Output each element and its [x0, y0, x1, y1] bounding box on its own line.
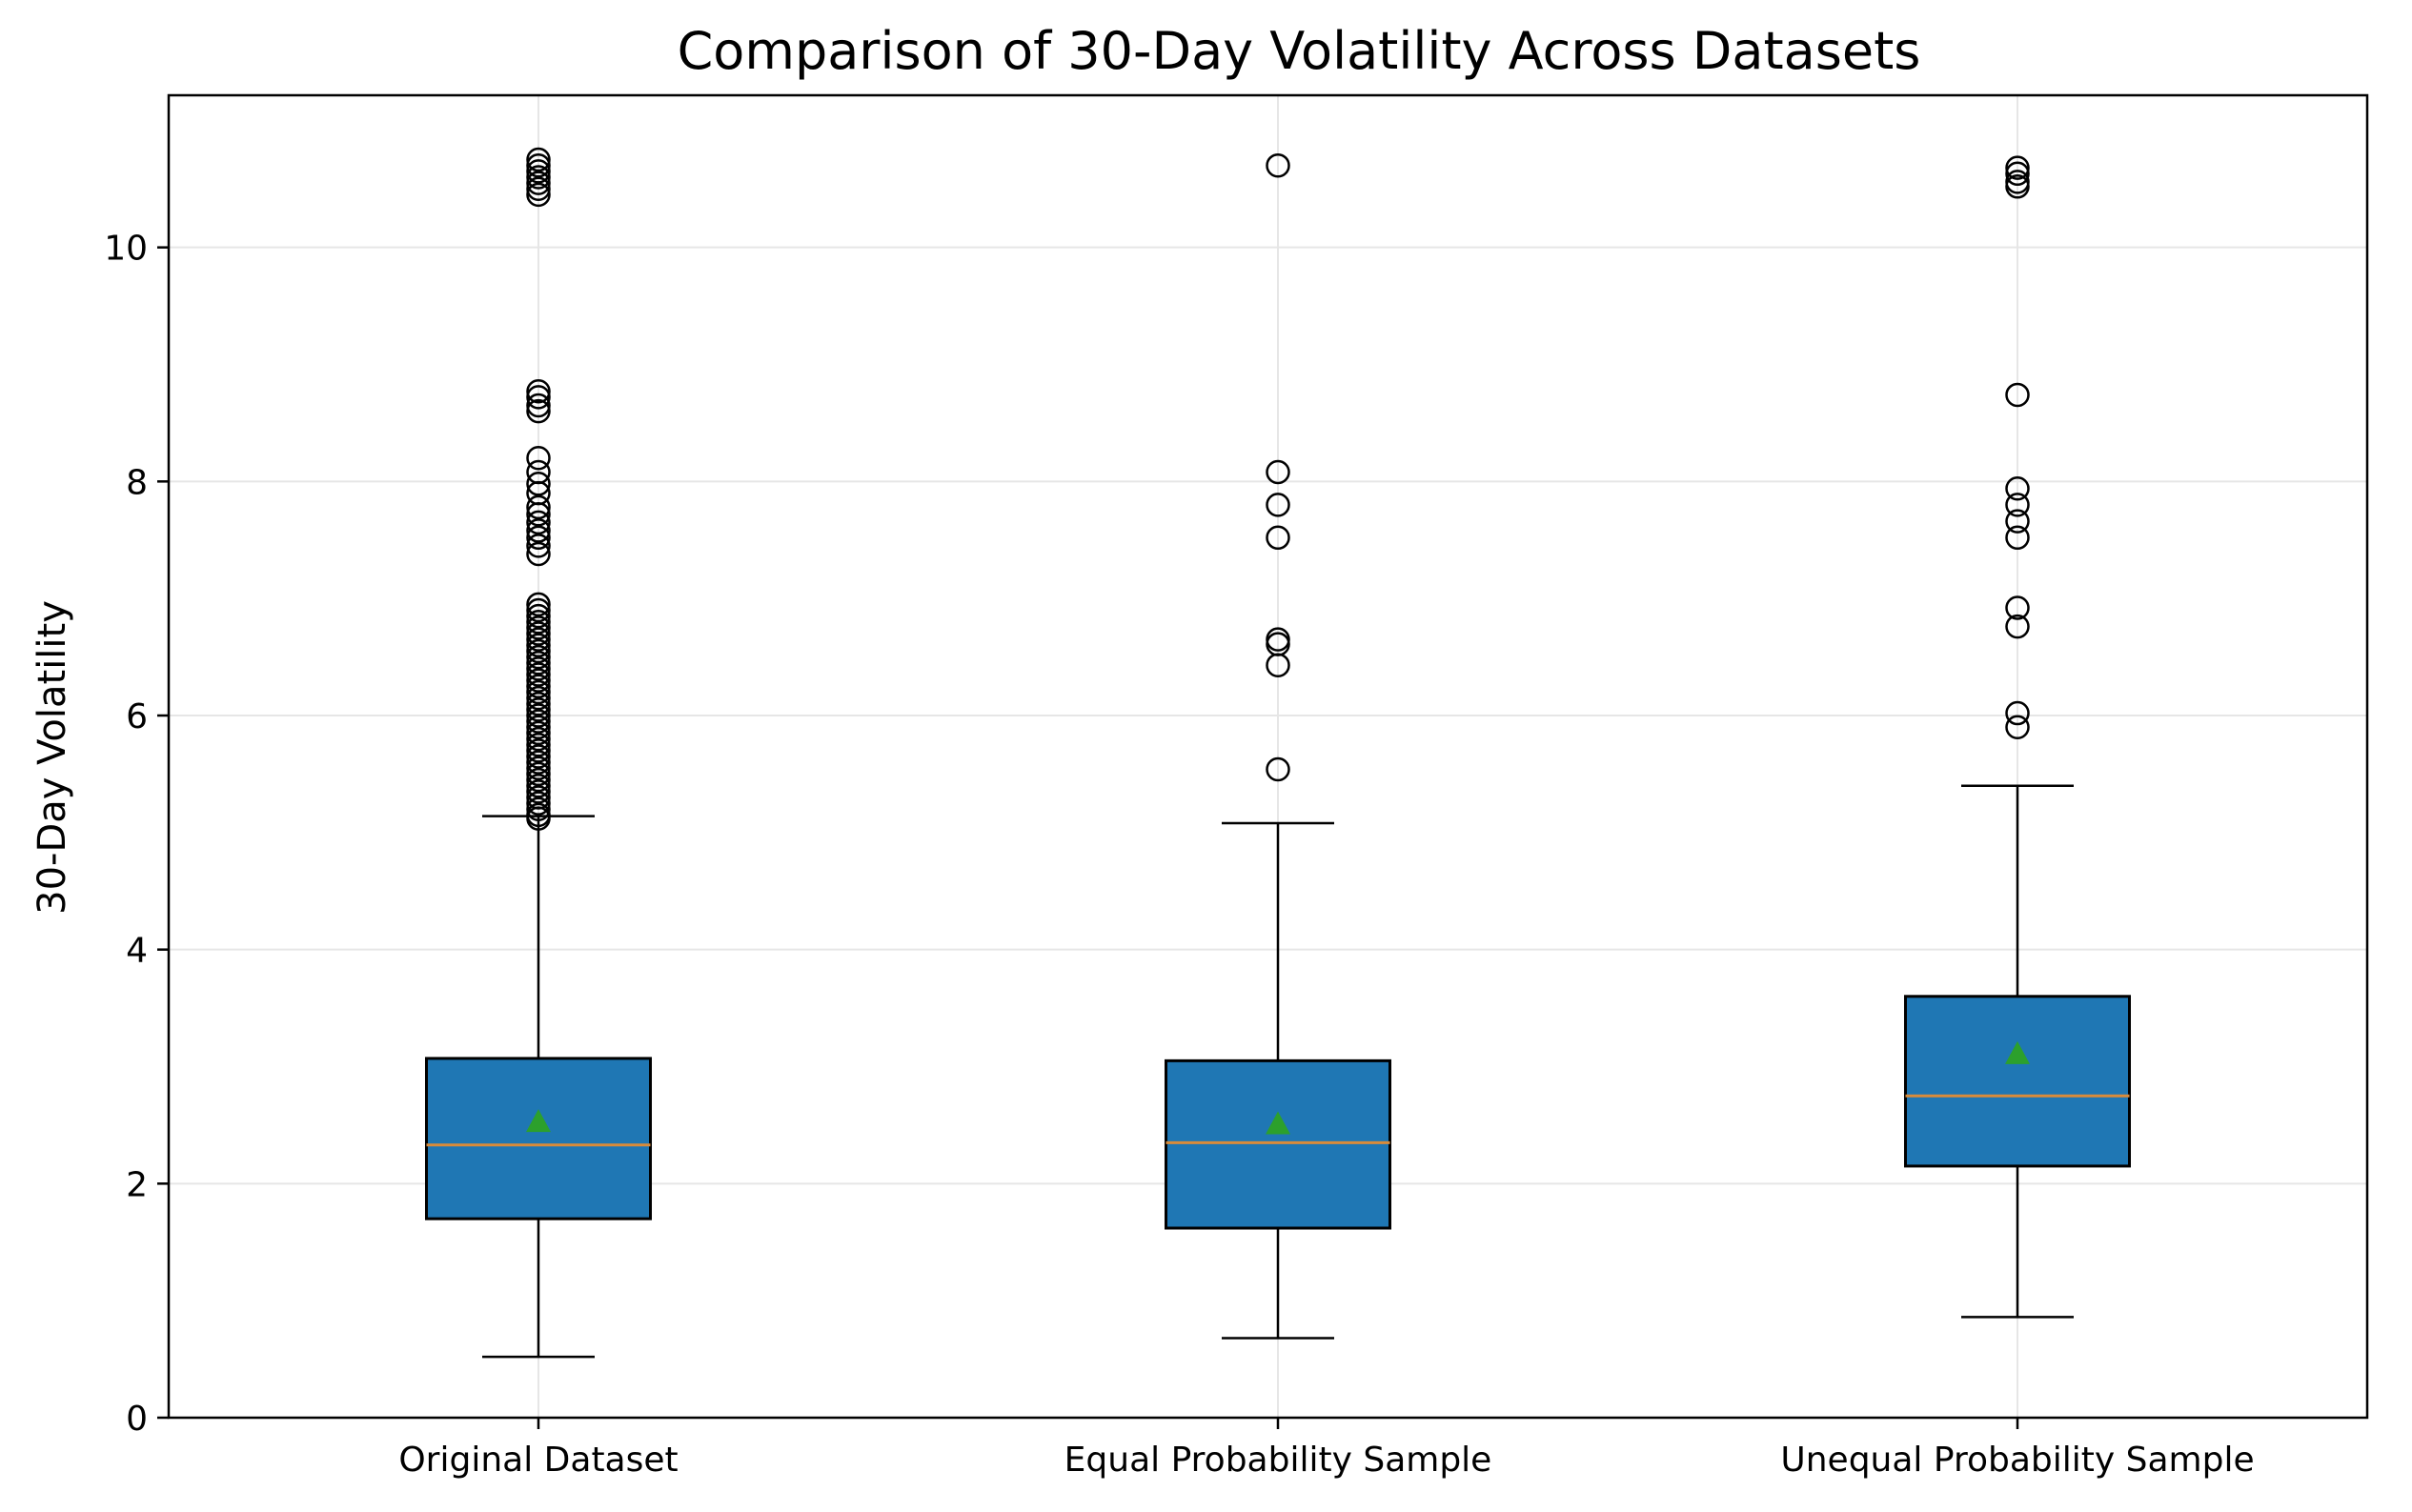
- outlier-point: [526, 638, 551, 664]
- outlier-point: [2005, 170, 2030, 194]
- outlier-point: [526, 691, 551, 716]
- outlier-point: [2005, 700, 2030, 726]
- y-tick-label: 2: [126, 1165, 148, 1204]
- y-tick-label: 6: [126, 697, 148, 736]
- outlier-point: [526, 744, 551, 769]
- outlier-point: [526, 459, 551, 485]
- outlier-point: [526, 541, 551, 567]
- outlier-point: [2005, 155, 2030, 180]
- y-tick-label: 8: [126, 463, 148, 502]
- y-tick-label: 0: [126, 1400, 148, 1439]
- x-tick-label: Original Dataset: [398, 1441, 678, 1480]
- outlier-point: [526, 609, 551, 635]
- chart-title: Comparison of 30-Day Volatility Across D…: [678, 21, 1921, 81]
- outlier-point: [526, 750, 551, 775]
- x-tick-label: Equal Probability Sample: [1064, 1441, 1492, 1480]
- outlier-point: [526, 697, 551, 722]
- outlier-point: [2005, 382, 2030, 408]
- outlier-point: [526, 796, 551, 822]
- outlier-point: [526, 518, 551, 543]
- iqr-box: [425, 1057, 652, 1220]
- outlier-point: [2005, 475, 2030, 501]
- outlier-point: [2005, 595, 2030, 620]
- outlier-point: [526, 446, 551, 471]
- outlier-point: [526, 182, 551, 208]
- outlier-point: [526, 668, 551, 693]
- outlier-point: [526, 603, 551, 629]
- outlier-point: [526, 720, 551, 746]
- box-marks: [425, 147, 2131, 1359]
- mean-marker: [2005, 1040, 2030, 1064]
- y-tick-label: 10: [104, 230, 148, 269]
- outlier-point: [526, 171, 551, 195]
- outlier-point: [526, 597, 551, 623]
- mean-marker: [1266, 1111, 1290, 1135]
- outlier-point: [526, 494, 551, 520]
- x-tick-label: Unequal Probability Sample: [1780, 1441, 2254, 1480]
- outlier-point: [526, 802, 551, 828]
- outlier-point: [526, 756, 551, 781]
- iqr-box: [1165, 1058, 1391, 1230]
- outlier-point: [526, 732, 551, 757]
- outlier-point: [526, 176, 551, 202]
- y-axis-label: 30-Day Volatility: [30, 600, 74, 915]
- outlier-point: [526, 633, 551, 658]
- outlier-point: [1266, 459, 1290, 485]
- outlier-point: [526, 592, 551, 617]
- outlier-point: [526, 779, 551, 804]
- outlier-point: [526, 656, 551, 681]
- outlier-point: [526, 152, 551, 178]
- outlier-point: [526, 147, 551, 172]
- outlier-point: [526, 738, 551, 763]
- outlier-point: [526, 510, 551, 535]
- outlier-point: [526, 773, 551, 798]
- outlier-point: [526, 767, 551, 793]
- outlier-point: [526, 791, 551, 816]
- outlier-point: [526, 662, 551, 687]
- outlier-point: [1266, 627, 1290, 652]
- outlier-point: [526, 627, 551, 652]
- outlier-point: [526, 715, 551, 740]
- outlier-point: [1266, 525, 1290, 551]
- outlier-point: [526, 379, 551, 404]
- outlier-point: [526, 393, 551, 418]
- outlier-point: [526, 685, 551, 711]
- axis-ticks: 0 2 4 6 8 10 Original Dataset Equal Probability…: [104, 230, 2254, 1480]
- y-tick-label: 4: [126, 932, 148, 971]
- outlier-point: [526, 525, 551, 551]
- outlier-point: [2005, 509, 2030, 534]
- outlier-point: [526, 165, 551, 190]
- outlier-point: [2005, 161, 2030, 187]
- outlier-point: [526, 615, 551, 640]
- outlier-point: [1266, 756, 1290, 782]
- outlier-point: [526, 385, 551, 410]
- outlier-point: [2005, 525, 2030, 551]
- mean-marker: [526, 1109, 551, 1133]
- outlier-point: [1266, 493, 1290, 517]
- outlier-point: [526, 761, 551, 787]
- outlier-point: [526, 472, 551, 496]
- outlier-point: [2005, 614, 2030, 639]
- outlier-point: [2005, 715, 2030, 740]
- plot-frame: [167, 93, 2369, 1420]
- outlier-point: [1266, 152, 1290, 178]
- outlier-point: [2005, 493, 2030, 517]
- outlier-point: [526, 621, 551, 646]
- outlier-point: [526, 650, 551, 675]
- outlier-point: [526, 726, 551, 752]
- outlier-point: [526, 703, 551, 728]
- outlier-point: [526, 398, 551, 424]
- outlier-point: [526, 644, 551, 670]
- outlier-point: [526, 534, 551, 558]
- outlier-point: [526, 709, 551, 734]
- outlier-point: [526, 674, 551, 699]
- outlier-point: [526, 159, 551, 184]
- outlier-point: [526, 679, 551, 705]
- outlier-point: [526, 785, 551, 810]
- iqr-box: [1904, 995, 2131, 1168]
